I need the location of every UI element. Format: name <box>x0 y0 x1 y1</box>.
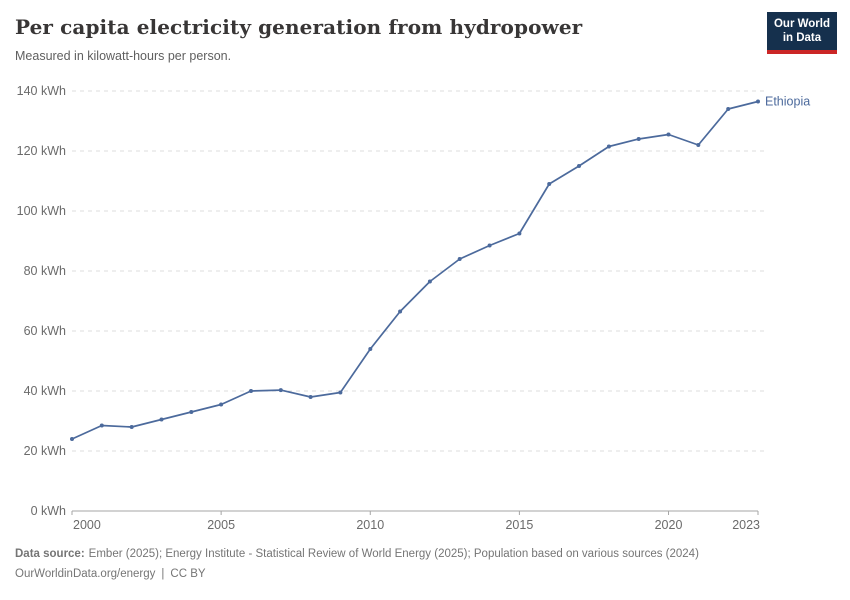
data-point[interactable] <box>606 144 611 149</box>
data-point[interactable] <box>517 231 522 236</box>
data-point[interactable] <box>278 388 283 393</box>
data-point[interactable] <box>696 143 701 147</box>
data-point[interactable] <box>726 107 731 111</box>
owid-logo[interactable]: Our World in Data <box>766 12 837 54</box>
chart-header: Per capita electricity generation from h… <box>15 14 755 63</box>
data-point[interactable] <box>189 410 194 414</box>
x-tick-label: 2005 <box>207 518 235 532</box>
data-point[interactable] <box>457 257 462 261</box>
data-point[interactable] <box>129 425 134 429</box>
x-axis: 2000 2005 2010 2015 2020 2023 <box>71 510 760 532</box>
data-point[interactable] <box>427 279 432 284</box>
chart-footer: Data source: Ember (2025); Energy Institu… <box>15 545 835 584</box>
line-chart[interactable]: 0 kWh 20 kWh 40 kWh 60 kWh 80 kWh 100 kWh 120 … <box>0 80 850 540</box>
x-tick-label: 2020 <box>655 518 683 532</box>
entity-label[interactable]: Ethiopia <box>765 95 810 109</box>
footer-license-line: OurWorldinData.org/energy | CC BY <box>15 565 835 585</box>
data-point[interactable] <box>219 402 224 407</box>
data-source-text: Ember (2025); Energy Institute - Statist… <box>88 548 699 560</box>
data-point[interactable] <box>487 243 492 248</box>
data-source-label: Data source: <box>15 548 85 560</box>
data-point[interactable] <box>577 164 581 168</box>
y-tick-label: 100 kWh <box>17 204 66 218</box>
chart-subtitle: Measured in kilowatt-hours per person. <box>15 49 232 63</box>
data-point[interactable] <box>756 99 760 104</box>
page-title: Per capita electricity generation from h… <box>15 15 583 39</box>
owid-logo-line2: in Data <box>782 31 822 44</box>
y-axis-labels: 0 kWh 20 kWh 40 kWh 60 kWh 80 kWh 100 kWh 120 … <box>17 84 66 518</box>
data-point[interactable] <box>666 132 671 137</box>
data-point[interactable] <box>368 347 373 351</box>
data-point[interactable] <box>99 423 104 428</box>
data-point[interactable] <box>249 389 253 393</box>
series-line[interactable] <box>71 100 759 440</box>
x-tick-label: 2000 <box>73 518 101 532</box>
y-tick-label: 120 kWh <box>17 144 66 158</box>
footer-separator: | <box>161 567 165 580</box>
footer-datasource-line: Data source: Ember (2025); Energy Institu… <box>15 545 835 565</box>
data-point[interactable] <box>547 182 552 186</box>
entity-labels[interactable]: Ethiopia <box>765 95 810 109</box>
y-tick-label: 40 kWh <box>24 384 66 398</box>
gridlines <box>72 90 764 452</box>
license-label: CC BY <box>170 567 206 580</box>
y-tick-label: 20 kWh <box>24 444 66 458</box>
data-point[interactable] <box>636 137 641 141</box>
x-tick-label: 2010 <box>356 518 384 532</box>
y-tick-label: 0 kWh <box>31 504 66 518</box>
y-tick-label: 60 kWh <box>24 324 66 338</box>
x-tick-label: 2015 <box>505 518 533 532</box>
owid-url-link[interactable]: OurWorldinData.org/energy <box>15 567 156 580</box>
data-point[interactable] <box>338 390 343 395</box>
data-point[interactable] <box>159 417 164 422</box>
owid-logo-line1: Our World <box>773 18 830 30</box>
data-point[interactable] <box>398 309 403 314</box>
data-point[interactable] <box>70 437 74 441</box>
data-point[interactable] <box>308 395 313 399</box>
y-tick-label: 80 kWh <box>24 264 66 278</box>
y-tick-label: 140 kWh <box>17 84 66 98</box>
x-tick-label: 2023 <box>732 518 760 532</box>
series-lines[interactable] <box>70 99 760 442</box>
